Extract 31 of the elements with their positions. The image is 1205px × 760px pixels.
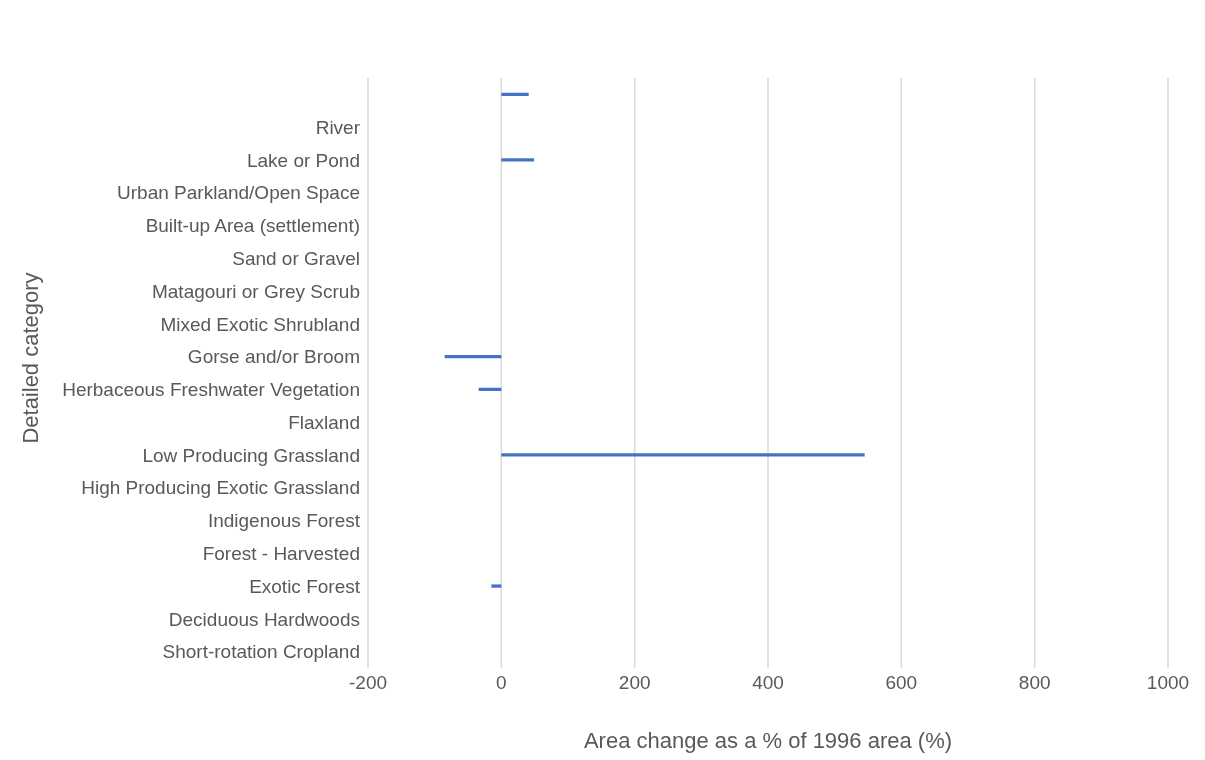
y-tick-label: Urban Parkland/Open Space xyxy=(117,182,360,204)
y-tick-label: Short-rotation Cropland xyxy=(162,641,360,663)
x-tick-label: 800 xyxy=(1018,672,1051,694)
y-tick-label: Matagouri or Grey Scrub xyxy=(151,280,360,302)
x-tick-label: 600 xyxy=(885,672,918,694)
y-tick-label: Flaxland xyxy=(288,411,360,433)
bar xyxy=(501,453,865,457)
y-tick-label: Forest - Harvested xyxy=(202,543,360,565)
x-axis-title: Area change as a % of 1996 area (%) xyxy=(583,728,953,753)
y-tick-label: Lake or Pond xyxy=(246,149,360,171)
y-tick-label: Low Producing Grassland xyxy=(142,444,360,466)
y-tick-label: Sand or Gravel xyxy=(232,248,360,270)
y-axis-title: Detailed category xyxy=(18,272,44,444)
y-tick-label: Herbaceous Freshwater Vegetation xyxy=(62,379,360,401)
x-tick-label: 400 xyxy=(752,672,784,694)
bar xyxy=(501,158,534,162)
y-tick-label: Gorse and/or Broom xyxy=(187,346,360,368)
x-tick-label: 0 xyxy=(496,672,507,694)
x-tick-label: 1000 xyxy=(1146,672,1190,694)
bar xyxy=(444,354,502,359)
x-tick-label: 200 xyxy=(618,672,651,694)
y-tick-label: River xyxy=(315,116,361,138)
y-tick-label: Exotic Forest xyxy=(249,575,361,597)
y-tick-label: Built-up Area (settlement) xyxy=(145,215,360,237)
bar xyxy=(491,584,502,588)
bar xyxy=(501,92,529,97)
y-tick-label: Deciduous Hardwoods xyxy=(168,608,360,630)
x-tick-label: -200 xyxy=(348,672,388,694)
y-tick-label: High Producing Exotic Grassland xyxy=(81,477,360,499)
y-tick-label: Indigenous Forest xyxy=(207,510,361,532)
y-tick-label: Mixed Exotic Shrubland xyxy=(160,313,360,335)
